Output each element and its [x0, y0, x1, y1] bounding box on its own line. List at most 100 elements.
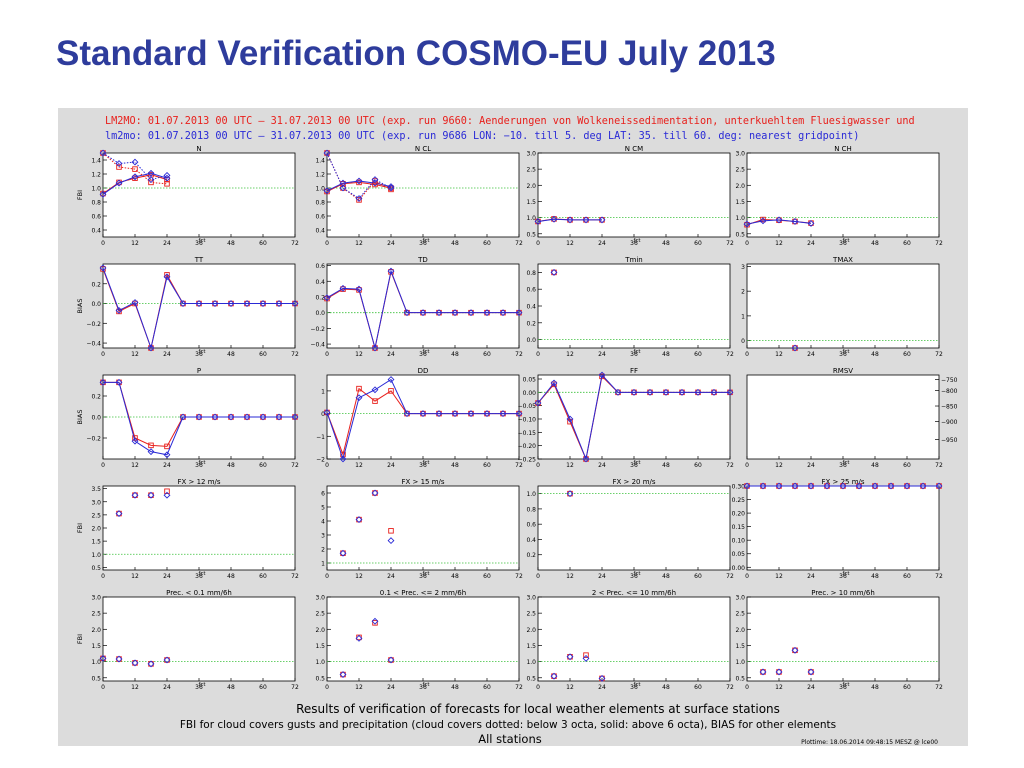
- x-tick-label: 60: [259, 240, 267, 247]
- y-tick-label: 1.0: [91, 659, 101, 666]
- panel-title: TT: [194, 256, 204, 264]
- data-point-diamond: [791, 218, 799, 225]
- x-tick-label: 36: [195, 684, 203, 691]
- data-point-diamond: [323, 294, 331, 302]
- data-point-diamond: [291, 300, 299, 307]
- x-tick-label: 60: [694, 462, 702, 469]
- y-tick-label: 0.0: [91, 415, 101, 422]
- y-tick-label: 5: [321, 505, 325, 512]
- y-tick-label: 2.0: [91, 526, 101, 533]
- y-tick-label: −0.4: [86, 341, 101, 348]
- panel-14: FX > 20 m/s 0.2 0.4 0.6 0.8 1.0 0 12 24 36 48 60 72 f…: [526, 478, 734, 580]
- data-point-square: [356, 179, 362, 186]
- series-line: [102, 174, 168, 195]
- x-tick-label: 36: [839, 240, 847, 247]
- y-tick-label: 0.5: [735, 231, 745, 238]
- data-point-diamond: [935, 482, 943, 490]
- data-point-diamond: [339, 455, 347, 463]
- x-tick-label: 72: [935, 351, 943, 358]
- panel-title: N: [196, 145, 201, 153]
- y-tick-label: 0.00: [732, 565, 746, 572]
- x-tick-label: 0: [536, 240, 540, 247]
- data-point-diamond: [419, 309, 427, 317]
- data-point-diamond: [483, 410, 491, 418]
- x-tick-label: 48: [871, 573, 879, 580]
- x-axis-label: fct: [842, 349, 850, 355]
- data-point-diamond: [355, 516, 363, 524]
- plot-frame: [326, 485, 520, 571]
- x-axis-label: fct: [842, 238, 850, 244]
- x-tick-label: 60: [903, 351, 911, 358]
- x-tick-label: 24: [163, 240, 171, 247]
- series-line: [102, 267, 295, 350]
- x-tick-label: 12: [131, 240, 139, 247]
- data-point-diamond: [467, 410, 475, 418]
- x-axis-label: fct: [842, 682, 850, 688]
- x-tick-label: 0: [101, 462, 105, 469]
- x-tick-label: 72: [291, 351, 299, 358]
- x-tick-label: 0: [745, 462, 749, 469]
- y-tick-label: 1.5: [735, 643, 745, 650]
- x-tick-label: 72: [515, 462, 523, 469]
- data-point-diamond: [131, 173, 139, 181]
- data-point-square: [148, 179, 154, 186]
- x-tick-label: 24: [163, 573, 171, 580]
- data-point-diamond: [387, 537, 395, 545]
- x-tick-label: 60: [694, 573, 702, 580]
- data-point-diamond: [147, 344, 155, 352]
- panel-16: Prec. < 0.1 mm/6h FBI 0.5 1.0 1.5 2.0 2.5 3.0 0 1…: [76, 589, 299, 691]
- y-tick-label: 2.5: [526, 167, 536, 174]
- data-point-diamond: [582, 216, 590, 224]
- panel-1: N CL 0.4 0.6 0.8 1.0 1.2 1.4 0 12 24 36 48 60 72 fct: [315, 145, 523, 247]
- y-tick-label: 2.5: [91, 611, 101, 618]
- data-point-diamond: [371, 489, 379, 497]
- y-tick-label: 0.0: [315, 310, 325, 317]
- data-point-diamond: [99, 190, 107, 198]
- data-point-diamond: [115, 378, 123, 386]
- y-tick-label: −1: [316, 434, 325, 441]
- data-point-diamond: [243, 413, 251, 421]
- y-tick-label: 0.5: [315, 675, 325, 682]
- y-tick-label: −0.15: [518, 430, 537, 437]
- data-point-diamond: [179, 300, 187, 307]
- panel-12: FX > 12 m/s FBI 0.5 1.0 1.5 2.0 2.5 3.0 3.5 0 12 24…: [76, 478, 299, 580]
- x-axis-label: fct: [422, 571, 430, 577]
- y-tick-label: 3.0: [91, 595, 101, 602]
- x-tick-label: 0: [536, 351, 540, 358]
- x-tick-label: 12: [355, 684, 363, 691]
- data-point-diamond: [339, 549, 347, 557]
- x-tick-label: 60: [694, 684, 702, 691]
- x-tick-label: 60: [483, 573, 491, 580]
- x-tick-label: 36: [419, 351, 427, 358]
- plot-frame: [537, 152, 731, 238]
- panel-10: FF 0.05 0.00 −0.05 −0.10 −0.15 −0.20 −0.250 12 24…: [518, 367, 734, 469]
- data-point-diamond: [371, 176, 379, 184]
- y-tick-label: 0.5: [735, 675, 745, 682]
- x-tick-label: 36: [630, 240, 638, 247]
- y-tick-label: −0.4: [310, 342, 325, 349]
- data-point-diamond: [355, 634, 363, 642]
- data-point-diamond: [775, 482, 783, 490]
- y-tick-label: 3.0: [526, 151, 536, 158]
- data-point-diamond: [211, 300, 219, 307]
- x-tick-label: 12: [355, 240, 363, 247]
- data-point-diamond: [115, 179, 123, 187]
- data-point-diamond: [387, 183, 395, 191]
- data-point-diamond: [759, 482, 767, 490]
- y-tick-label: 1.0: [526, 215, 536, 222]
- x-tick-label: 24: [807, 573, 815, 580]
- x-tick-label: 72: [935, 240, 943, 247]
- x-tick-label: 36: [195, 462, 203, 469]
- y-tick-label: 1.4: [91, 158, 101, 165]
- data-point-diamond: [662, 388, 670, 396]
- panel-title: FF: [630, 367, 638, 375]
- data-point-diamond: [147, 660, 155, 668]
- x-tick-label: 24: [387, 573, 395, 580]
- y-tick-label: −850: [941, 404, 958, 411]
- x-tick-label: 0: [325, 351, 329, 358]
- panel-title: N CM: [625, 145, 643, 153]
- data-point-diamond: [99, 654, 107, 662]
- data-point-diamond: [131, 437, 139, 445]
- x-tick-label: 12: [131, 351, 139, 358]
